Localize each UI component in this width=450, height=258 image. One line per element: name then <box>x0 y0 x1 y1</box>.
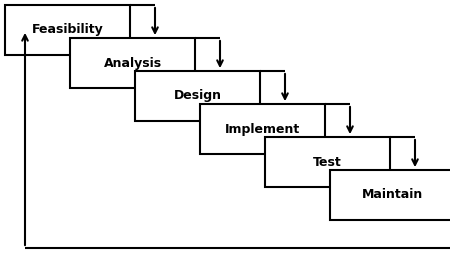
Text: Test: Test <box>313 156 342 168</box>
Bar <box>70 38 195 88</box>
Bar <box>135 71 260 121</box>
Text: Analysis: Analysis <box>104 57 162 69</box>
Text: Maintain: Maintain <box>362 189 423 201</box>
Bar <box>200 104 325 154</box>
Text: Feasibility: Feasibility <box>32 23 104 36</box>
Bar <box>265 137 390 187</box>
Bar <box>330 170 450 220</box>
Text: Implement: Implement <box>225 123 300 135</box>
Bar <box>5 5 130 55</box>
Text: Design: Design <box>174 90 221 102</box>
